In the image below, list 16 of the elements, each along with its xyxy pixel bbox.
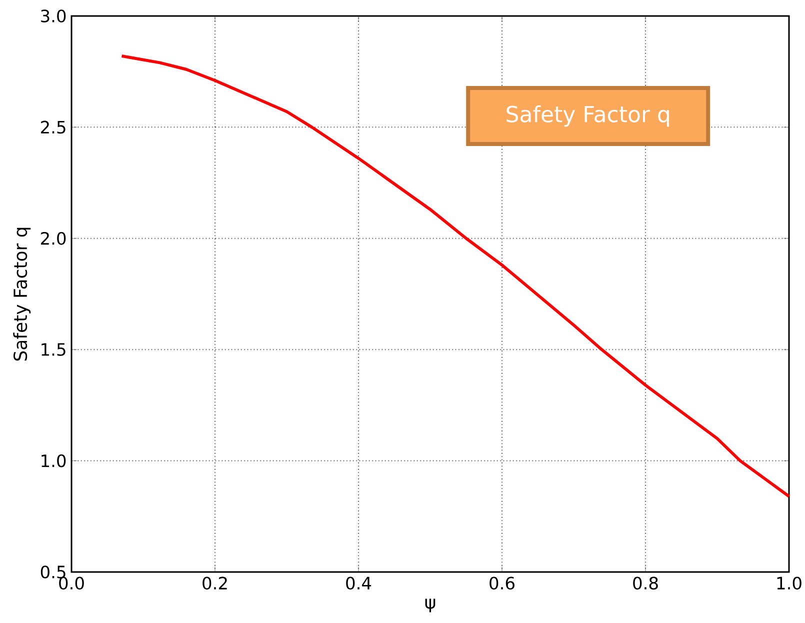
line-series [120, 54, 791, 498]
y-tick-label: 1.5 [42, 343, 66, 356]
x-tick-label: 0.6 [490, 576, 514, 590]
y-tick-label: 2.5 [41, 120, 66, 134]
x-tick-label: 1.0 [777, 576, 802, 590]
y-tick-label: 0.5 [40, 566, 66, 578]
x-axis-title: ψ [425, 598, 436, 612]
x-tick-label: 0.0 [59, 576, 84, 590]
y-tick-label: 1.0 [42, 454, 66, 468]
x-tick-label: 0.4 [346, 576, 372, 590]
y-tick-label: 2.0 [41, 232, 66, 245]
y-tick-label: 3.0 [41, 10, 66, 22]
x-tick-label: 0.2 [202, 576, 227, 590]
annotation: Safety Factor q [506, 105, 669, 127]
y-axis-title: Safety Factor q [13, 228, 31, 361]
x-tick-label: 0.8 [633, 576, 658, 590]
